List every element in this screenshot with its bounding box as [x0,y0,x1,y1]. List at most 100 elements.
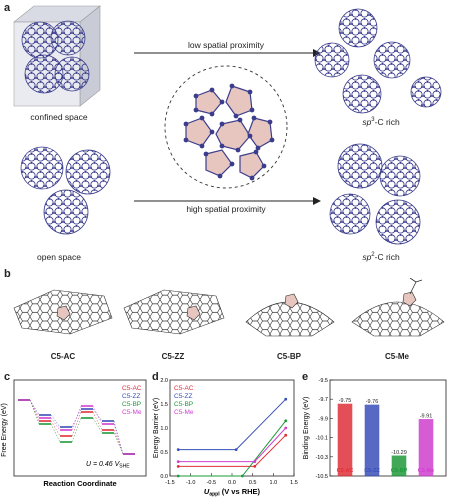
chart-d-series-line [178,427,287,463]
chart-d-series [176,397,288,478]
panel-b-figure [13,278,445,337]
low-proximity-label: low spatial proximity [187,40,265,50]
chart-d-xtick-label: 1.5 [290,480,298,486]
confined-space-caption: confined space [30,112,88,122]
chart-c-ylabel: Free Energy (eV) [1,403,8,457]
chart-e-value-label: -10.29 [391,450,407,456]
chart-d-ytick-label: 0.5 [160,450,168,456]
chart-e-frame [329,379,447,477]
arrow-low-proximity [134,49,321,57]
chart-c-legend-item: C5-BP [122,401,141,408]
sheet-c5-bp [245,293,335,337]
chart-c-legend-item: C5-Me [122,409,142,416]
chart-e-ytick-label: -10.3 [315,455,328,461]
chart-d-ytick-label: 1.5 [160,402,168,408]
chart-e-category-label: C5-AC [337,468,354,474]
chart-c-connector [50,417,61,431]
label-c5-zz: C5-ZZ [161,352,185,361]
chart-c-connector [71,411,82,437]
chart-e-category-label: C5-Me [418,468,435,474]
chart-e-ytick-label: -9.5 [319,378,328,384]
chart-d-point [284,426,288,430]
chart-c-connector [113,423,124,455]
panel-a-letter: a [4,2,11,14]
chart-c-u-label: U = 0.46 VSHE [86,461,130,470]
chart-e-bar [364,404,380,477]
chart-c-legend-item: C5-AC [122,385,142,392]
sp2-carbon-cluster [329,143,421,245]
chart-d-xtick-label: -0.5 [207,480,216,486]
panel-b-letter: b [4,268,11,280]
chart-e-value-label: -9.76 [366,399,379,405]
chart-e-value-label: -9.75 [339,398,352,404]
chart-c-connector [29,399,40,425]
chart-e-category-label: C5-ZZ [364,468,380,474]
pentagon-cage-zoom [164,65,288,189]
chart-d-point [240,474,244,478]
chart-c-connector [92,411,103,431]
panel-e-letter: e [302,371,309,383]
chart-c-connector [29,399,40,416]
free-energy-chart: Free Energy (eV) Reaction Coordinate U =… [1,379,147,488]
high-proximity-label: high spatial proximity [186,204,266,214]
arrow-high-proximity [134,197,321,205]
chart-d-point [284,419,288,423]
chart-e-ytick-label: -9.7 [319,397,328,403]
chart-c-connector [71,405,82,431]
chart-e-bar [391,455,407,477]
chart-d-legend-item: C5-Me [174,409,194,416]
chart-c-connector [29,399,40,419]
chart-d-series-line [178,420,287,477]
chart-e-bar [418,419,434,477]
chart-d-point [284,397,288,401]
chart-c-frame [13,379,147,477]
sp2-rich-caption: sp2-C rich [362,252,400,262]
chart-e-category-label: C5-BP [391,468,408,474]
chart-d-point [234,448,238,451]
chart-d-point [253,465,257,468]
chart-d-xtick-label: 0.0 [228,480,236,486]
chart-d-point [284,433,288,437]
label-c5-ac: C5-AC [50,352,76,361]
chart-c-connector [113,432,124,455]
chart-d-ylabel: Energy Barrier (eV) [153,398,160,458]
panel-d-letter: d [152,371,159,383]
sp3-carbon-cluster [314,8,442,114]
chart-d-ytick-label: 1.0 [160,426,168,432]
sheet-c5-ac [13,289,113,335]
confined-space-box [13,5,101,107]
chart-d-legend-item: C5-ZZ [174,393,192,400]
sheet-c5-zz [123,289,225,335]
chart-e-ylabel: Binding Energy (eV) [303,397,310,460]
energy-barrier-chart: Energy Barrier (eV) Uappl (V vs RHE) -1.… [153,378,298,498]
chart-e-ticks: -9.5 -9.7 -9.9 -10.1 -10.3 -10.5 [315,378,333,480]
chart-d-ticks: -1.5 -1.0 -0.5 0.0 0.5 1.0 1.5 0.0 0.5 1.0 1.5 2.0 [160,378,297,486]
chart-c-connector [50,414,61,428]
chart-d-xtick-label: 0.5 [249,480,257,486]
chart-c-connector [92,405,103,425]
open-space-caption: open space [37,252,81,262]
chart-d-legend-item: C5-BP [174,401,193,408]
chart-e-ytick-label: -10.1 [315,436,328,442]
chart-d-xlabel: Uappl (V vs RHE) [204,487,261,498]
chart-c-connector [71,417,82,443]
chart-d-point [176,448,180,451]
chart-d-ytick-label: 2.0 [160,378,168,384]
chart-e-bar [337,403,353,477]
chart-c-connector [113,420,124,455]
chart-d-point [176,460,180,463]
open-space-fullerenes [20,146,111,235]
label-c5-me: C5-Me [384,352,409,361]
chart-d-xtick-label: -1.0 [186,480,195,486]
label-c5-bp: C5-BP [276,352,301,361]
chart-d-point [176,465,180,468]
chart-d-xtick-label: -1.5 [165,480,174,486]
chart-d-xtick-label: 1.0 [270,480,278,486]
chart-c-xlabel: Reaction Coordinate [43,479,116,488]
chart-e-value-label: -9.91 [420,413,433,419]
chart-c-connector [92,417,103,434]
panel-c-letter: c [4,371,11,383]
chart-d-legend-item: C5-AC [174,385,194,392]
